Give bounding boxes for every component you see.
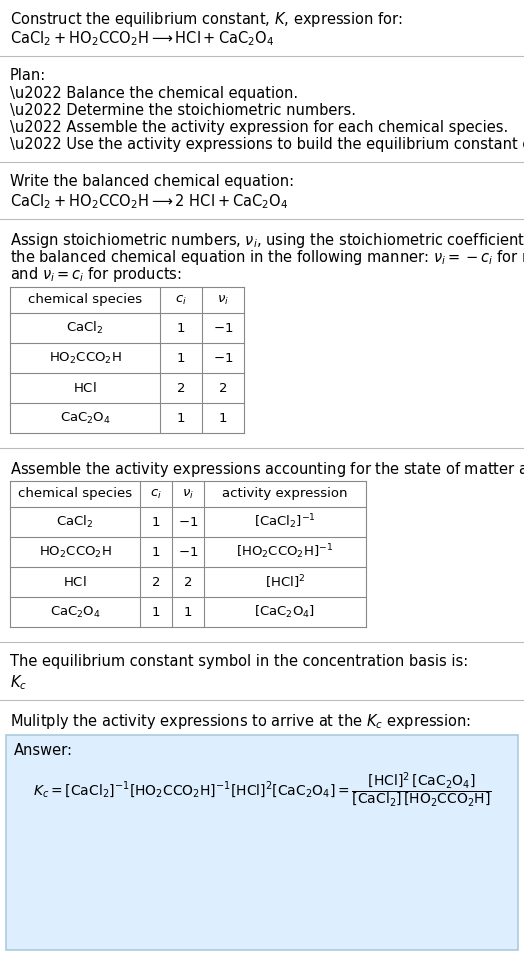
Text: $c_i$: $c_i$ <box>150 487 162 501</box>
Text: 1: 1 <box>152 545 160 559</box>
Text: \u2022 Assemble the activity expression for each chemical species.: \u2022 Assemble the activity expression … <box>10 120 508 135</box>
Text: and $\nu_i = c_i$ for products:: and $\nu_i = c_i$ for products: <box>10 265 182 284</box>
Text: $\mathrm{CaCl_2 + HO_2CCO_2H \longrightarrow 2\ HCl + CaC_2O_4}$: $\mathrm{CaCl_2 + HO_2CCO_2H \longrighta… <box>10 192 288 211</box>
Text: $\nu_i$: $\nu_i$ <box>182 487 194 501</box>
Text: $-1$: $-1$ <box>178 545 198 559</box>
Text: $K_c$: $K_c$ <box>10 673 27 692</box>
Text: $-1$: $-1$ <box>213 351 233 365</box>
Text: 2: 2 <box>219 382 227 394</box>
Text: \u2022 Determine the stoichiometric numbers.: \u2022 Determine the stoichiometric numb… <box>10 103 356 118</box>
Text: 1: 1 <box>152 516 160 528</box>
Text: $\mathrm{CaCl_2 + HO_2CCO_2H \longrightarrow HCl + CaC_2O_4}$: $\mathrm{CaCl_2 + HO_2CCO_2H \longrighta… <box>10 29 274 48</box>
Text: chemical species: chemical species <box>28 294 142 306</box>
Text: 2: 2 <box>184 575 192 589</box>
Text: $\nu_i$: $\nu_i$ <box>217 294 229 306</box>
Text: 1: 1 <box>184 606 192 618</box>
Text: 1: 1 <box>152 606 160 618</box>
FancyBboxPatch shape <box>6 735 518 950</box>
Text: \u2022 Use the activity expressions to build the equilibrium constant expression: \u2022 Use the activity expressions to b… <box>10 137 524 152</box>
Text: 1: 1 <box>177 351 185 365</box>
Text: $\mathrm{HCl}$: $\mathrm{HCl}$ <box>73 381 97 395</box>
Text: 2: 2 <box>177 382 185 394</box>
Text: 2: 2 <box>152 575 160 589</box>
Text: The equilibrium constant symbol in the concentration basis is:: The equilibrium constant symbol in the c… <box>10 654 468 669</box>
Text: $\mathrm{CaC_2O_4}$: $\mathrm{CaC_2O_4}$ <box>60 411 111 426</box>
Text: 1: 1 <box>219 412 227 425</box>
Text: $-1$: $-1$ <box>178 516 198 528</box>
Text: $\mathrm{HO_2CCO_2H}$: $\mathrm{HO_2CCO_2H}$ <box>49 350 122 366</box>
Text: the balanced chemical equation in the following manner: $\nu_i = -c_i$ for react: the balanced chemical equation in the fo… <box>10 248 524 267</box>
Text: $[\mathrm{HCl}]^{2}$: $[\mathrm{HCl}]^{2}$ <box>265 573 305 590</box>
Text: Assemble the activity expressions accounting for the state of matter and $\nu_i$: Assemble the activity expressions accoun… <box>10 460 524 479</box>
Text: chemical species: chemical species <box>18 487 132 501</box>
Text: $\mathrm{HCl}$: $\mathrm{HCl}$ <box>63 575 87 589</box>
Text: Answer:: Answer: <box>14 743 73 758</box>
Text: $[\mathrm{CaC_2O_4}]$: $[\mathrm{CaC_2O_4}]$ <box>255 604 315 620</box>
Text: Plan:: Plan: <box>10 68 46 83</box>
Text: $\mathrm{CaC_2O_4}$: $\mathrm{CaC_2O_4}$ <box>50 605 101 619</box>
Text: Mulitply the activity expressions to arrive at the $K_c$ expression:: Mulitply the activity expressions to arr… <box>10 712 471 731</box>
Text: 1: 1 <box>177 322 185 335</box>
Text: Write the balanced chemical equation:: Write the balanced chemical equation: <box>10 174 294 189</box>
Text: Construct the equilibrium constant, $K$, expression for:: Construct the equilibrium constant, $K$,… <box>10 10 402 29</box>
Text: \u2022 Balance the chemical equation.: \u2022 Balance the chemical equation. <box>10 86 298 101</box>
Text: $[\mathrm{CaCl_2}]^{-1}$: $[\mathrm{CaCl_2}]^{-1}$ <box>254 513 316 531</box>
Text: $K_c = [\mathrm{CaCl_2}]^{-1} [\mathrm{HO_2CCO_2H}]^{-1} [\mathrm{HCl}]^{2} [\ma: $K_c = [\mathrm{CaCl_2}]^{-1} [\mathrm{H… <box>32 770 492 810</box>
Text: $[\mathrm{HO_2CCO_2H}]^{-1}$: $[\mathrm{HO_2CCO_2H}]^{-1}$ <box>236 543 334 562</box>
Text: 1: 1 <box>177 412 185 425</box>
Text: $\mathrm{HO_2CCO_2H}$: $\mathrm{HO_2CCO_2H}$ <box>39 545 111 560</box>
Text: $c_i$: $c_i$ <box>175 294 187 306</box>
Text: activity expression: activity expression <box>222 487 348 501</box>
Text: $-1$: $-1$ <box>213 322 233 335</box>
Text: $\mathrm{CaCl_2}$: $\mathrm{CaCl_2}$ <box>57 514 94 530</box>
Text: $\mathrm{CaCl_2}$: $\mathrm{CaCl_2}$ <box>67 320 104 336</box>
Text: Assign stoichiometric numbers, $\nu_i$, using the stoichiometric coefficients, $: Assign stoichiometric numbers, $\nu_i$, … <box>10 231 524 250</box>
